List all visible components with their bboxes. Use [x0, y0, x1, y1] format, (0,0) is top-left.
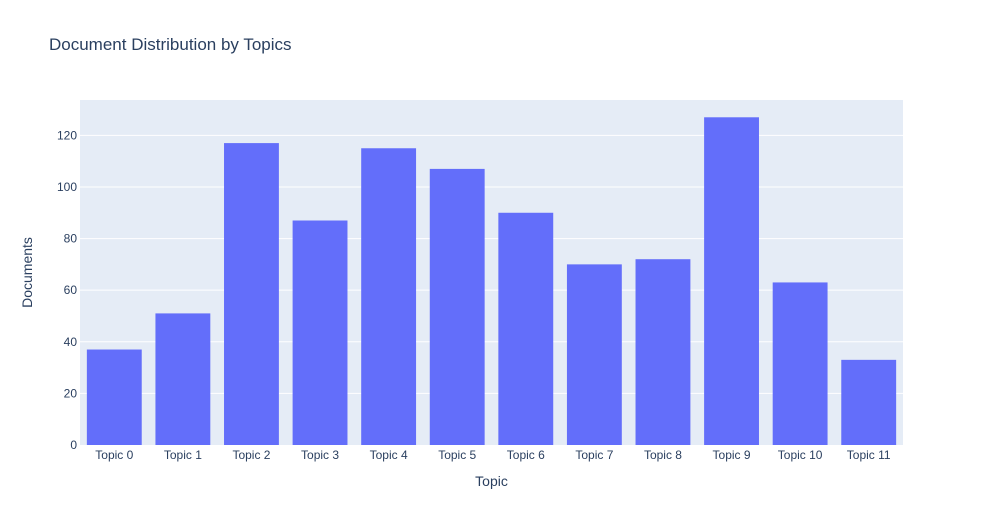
y-tick-label: 60	[64, 283, 78, 297]
y-tick-label: 120	[57, 128, 77, 142]
x-tick-label: Topic 3	[301, 448, 339, 462]
x-tick-label: Topic 7	[575, 448, 613, 462]
chart-title: Document Distribution by Topics	[49, 35, 292, 54]
y-tick-label: 0	[70, 438, 77, 452]
x-tick-label: Topic 6	[507, 448, 545, 462]
y-axis-title: Documents	[19, 237, 35, 308]
y-axis-ticks: 0 20 40 60 80 100 120	[57, 128, 77, 452]
x-axis-title: Topic	[475, 473, 508, 489]
bar-topic-3[interactable]	[292, 220, 348, 445]
bar-topic-8[interactable]	[635, 259, 691, 445]
bar-topic-1[interactable]	[155, 313, 211, 445]
x-tick-label: Topic 9	[713, 448, 751, 462]
x-tick-label: Topic 5	[438, 448, 476, 462]
x-tick-label: Topic 11	[847, 448, 891, 462]
bar-topic-0[interactable]	[86, 349, 142, 445]
bar-topic-7[interactable]	[566, 264, 622, 445]
bar-topic-2[interactable]	[224, 143, 279, 445]
gridlines	[80, 134, 903, 394]
bar-topic-9[interactable]	[704, 117, 759, 446]
plot-area	[80, 100, 903, 445]
x-tick-label: Topic 1	[164, 448, 202, 462]
bar-topic-5[interactable]	[429, 168, 485, 445]
x-tick-label: Topic 0	[95, 448, 133, 462]
bar-topic-6[interactable]	[498, 212, 554, 445]
x-axis-ticks: Topic 0 Topic 1 Topic 2 Topic 3 Topic 4 Topic…	[95, 448, 891, 462]
y-tick-label: 80	[64, 232, 78, 246]
y-tick-label: 100	[57, 180, 77, 194]
bars	[86, 117, 897, 446]
bar-topic-4[interactable]	[361, 148, 417, 446]
x-tick-label: Topic 4	[370, 448, 408, 462]
x-tick-label: Topic 2	[232, 448, 270, 462]
x-tick-label: Topic 8	[644, 448, 682, 462]
y-tick-label: 20	[64, 386, 78, 400]
x-tick-label: Topic 10	[778, 448, 823, 462]
bar-topic-10[interactable]	[772, 282, 828, 445]
bar-topic-11[interactable]	[841, 359, 897, 445]
y-tick-label: 40	[64, 335, 78, 349]
